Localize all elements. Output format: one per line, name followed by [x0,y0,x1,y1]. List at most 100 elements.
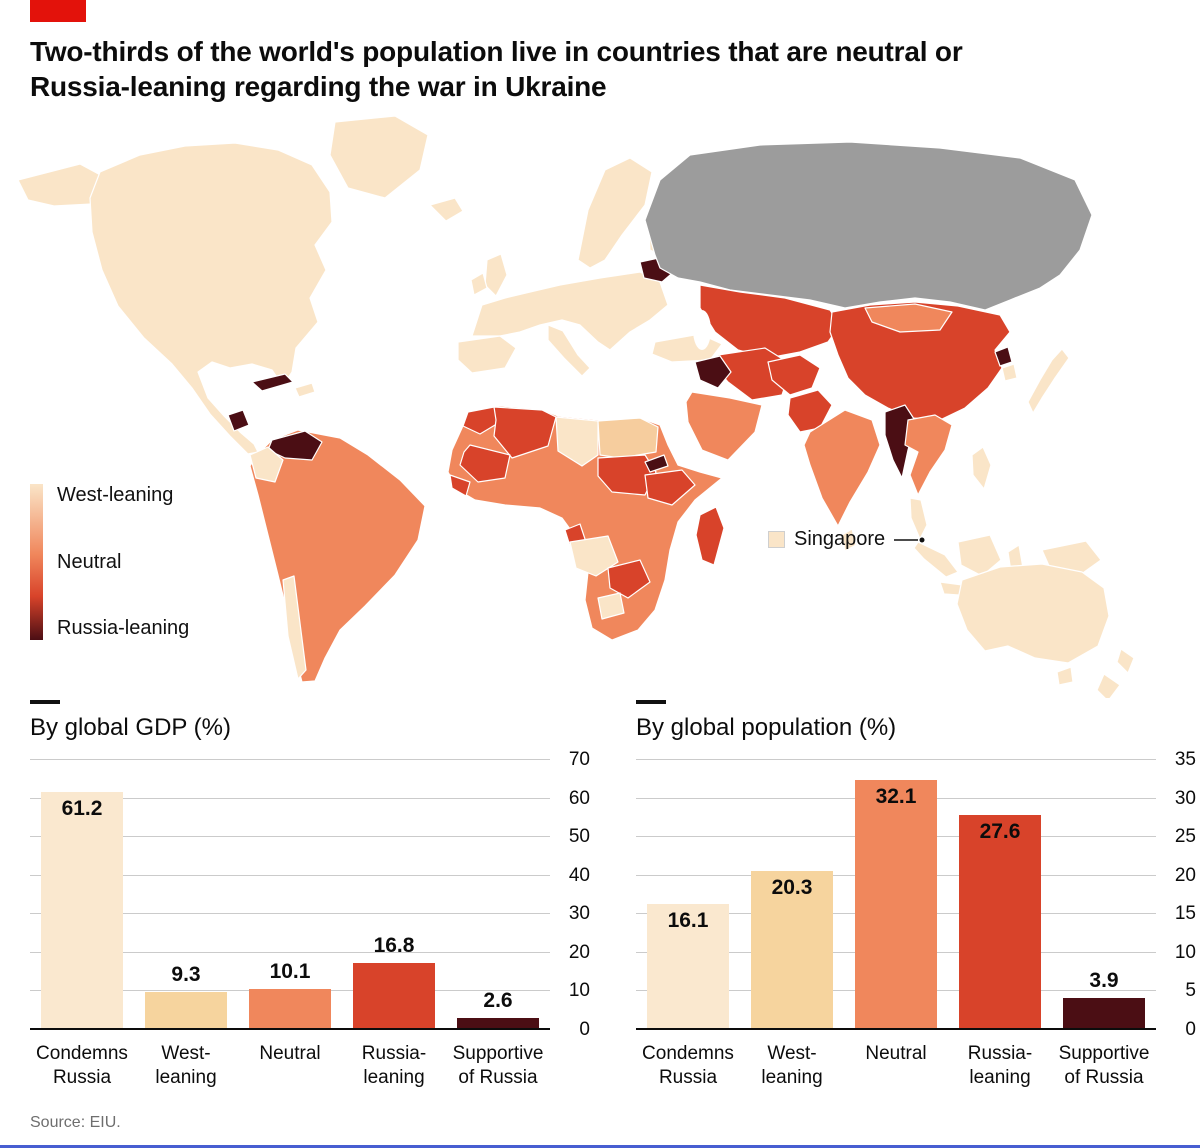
bar [751,871,833,1028]
region-new-zealand-north [1116,648,1135,674]
chart-gdp: By global GDP (%) 0 10 20 30 40 50 60 70 61.2 9.… [30,700,590,1132]
bar-slot: 2.6 [446,760,550,1030]
y-tick-label: 10 [1174,941,1196,963]
category-label: Supportive of Russia [1058,1043,1150,1088]
bar-value-label: 3.9 [1089,968,1119,992]
region-zambia-zimbabwe [607,559,651,599]
bar-value-label: 2.6 [483,988,513,1012]
category-label: Russia- leaning [361,1043,427,1088]
region-japan [1027,348,1070,414]
region-new-zealand-south [1096,673,1121,702]
region-tasmania [1056,666,1074,686]
category-label: West- leaning [761,1043,823,1088]
region-cuba [251,373,294,392]
bar-slot: 61.2 [30,760,134,1030]
region-madagascar [695,506,725,566]
bar [647,903,729,1028]
region-eritrea [644,454,669,473]
region-colombia [249,446,284,483]
bar-slot: 32.1 [844,760,948,1030]
bar-value-label: 61.2 [61,796,103,820]
gridline [636,759,1156,760]
category-label: Neutral [865,1043,927,1064]
region-india [803,409,881,527]
bar-slot: 3.9 [1052,760,1156,1030]
bar-value-label: 10.1 [269,960,311,984]
map-legend: West-leaning Neutral Russia-leaning [30,484,189,640]
bar [959,815,1041,1028]
chart-title: By global population (%) [636,714,897,741]
chart-title: By global GDP (%) [30,714,231,741]
y-tick-label: 30 [1174,787,1196,809]
singapore-dot [919,537,925,543]
y-axis-labels: 0 5 10 15 20 25 30 35 [1156,749,1196,1040]
y-tick-label: 40 [568,864,590,886]
chart-plot: 0 10 20 30 40 50 60 70 61.2 9.3 10.1 16.8 2.6 Conde… [30,749,590,1132]
gridline [30,951,550,953]
region-north-korea [994,346,1013,367]
region-sumatra [913,541,959,578]
category-label: Condemns Russia [36,1043,128,1088]
singapore-swatch [768,531,785,548]
page-title: Two-thirds of the world's population liv… [30,36,963,102]
region-sudan [597,454,657,496]
bar-value-label: 9.3 [171,963,201,987]
y-tick-label: 15 [1174,903,1196,925]
y-tick-label: 50 [568,826,590,848]
bar-value-label: 16.1 [667,908,709,932]
region-ethiopia [644,469,696,506]
y-tick-label: 0 [579,1019,590,1040]
category-label: Condemns Russia [642,1043,734,1088]
singapore-callout: Singapore [768,528,885,551]
region-afghanistan [767,354,821,396]
bars-layer: 16.1 20.3 32.1 27.6 3.9 [636,760,1156,1030]
bar [249,989,331,1028]
y-tick-label: 5 [1185,980,1196,1002]
region-china [829,301,1011,421]
chart-population: By global population (%) 0 5 10 15 20 25 30 35 … [636,700,1196,1132]
y-tick-label: 0 [1185,1019,1196,1040]
region-ireland [470,272,488,296]
region-arabia [685,391,763,461]
region-egypt [597,417,659,459]
region-philippines [971,446,992,490]
y-tick-label: 20 [1174,864,1196,886]
region-australia [956,563,1110,664]
bar-slot: 20.3 [740,760,844,1030]
bar [1063,997,1145,1028]
bar-slot: 16.8 [342,760,446,1030]
region-south-korea [1001,363,1018,382]
bar [145,992,227,1028]
gridline [30,759,550,760]
category-label: West- leaning [155,1043,217,1088]
region-russia [644,141,1093,311]
y-tick-label: 70 [568,749,590,770]
region-iberia [457,335,517,374]
gridline [30,797,550,799]
source-note: Source: EIU. [30,1114,121,1131]
bars-layer: 61.2 9.3 10.1 16.8 2.6 [30,760,550,1030]
legend-label-west-leaning: West-leaning [57,484,174,506]
region-botswana [597,592,625,620]
region-mali [459,444,511,483]
region-morocco [462,406,501,435]
world-map-container [0,110,1200,702]
chart-tick-mark [30,700,60,704]
legend-label-russia-leaning: Russia-leaning [57,617,190,639]
caspian-sea [693,310,711,350]
bar [457,1017,539,1028]
category-label: Russia- leaning [967,1043,1033,1088]
y-tick-label: 30 [568,903,590,925]
region-sri-lanka [841,528,857,552]
region-iceland [429,197,464,222]
y-tick-label: 10 [568,980,590,1002]
region-libya [555,416,599,467]
region-algeria [493,406,557,459]
bottom-rule [0,1145,1200,1148]
region-nicaragua [227,409,250,432]
region-guinea [449,474,471,497]
gridline [30,913,550,915]
brand-red-tab [30,0,86,22]
region-chile [282,575,307,680]
category-label: Neutral [259,1043,321,1064]
